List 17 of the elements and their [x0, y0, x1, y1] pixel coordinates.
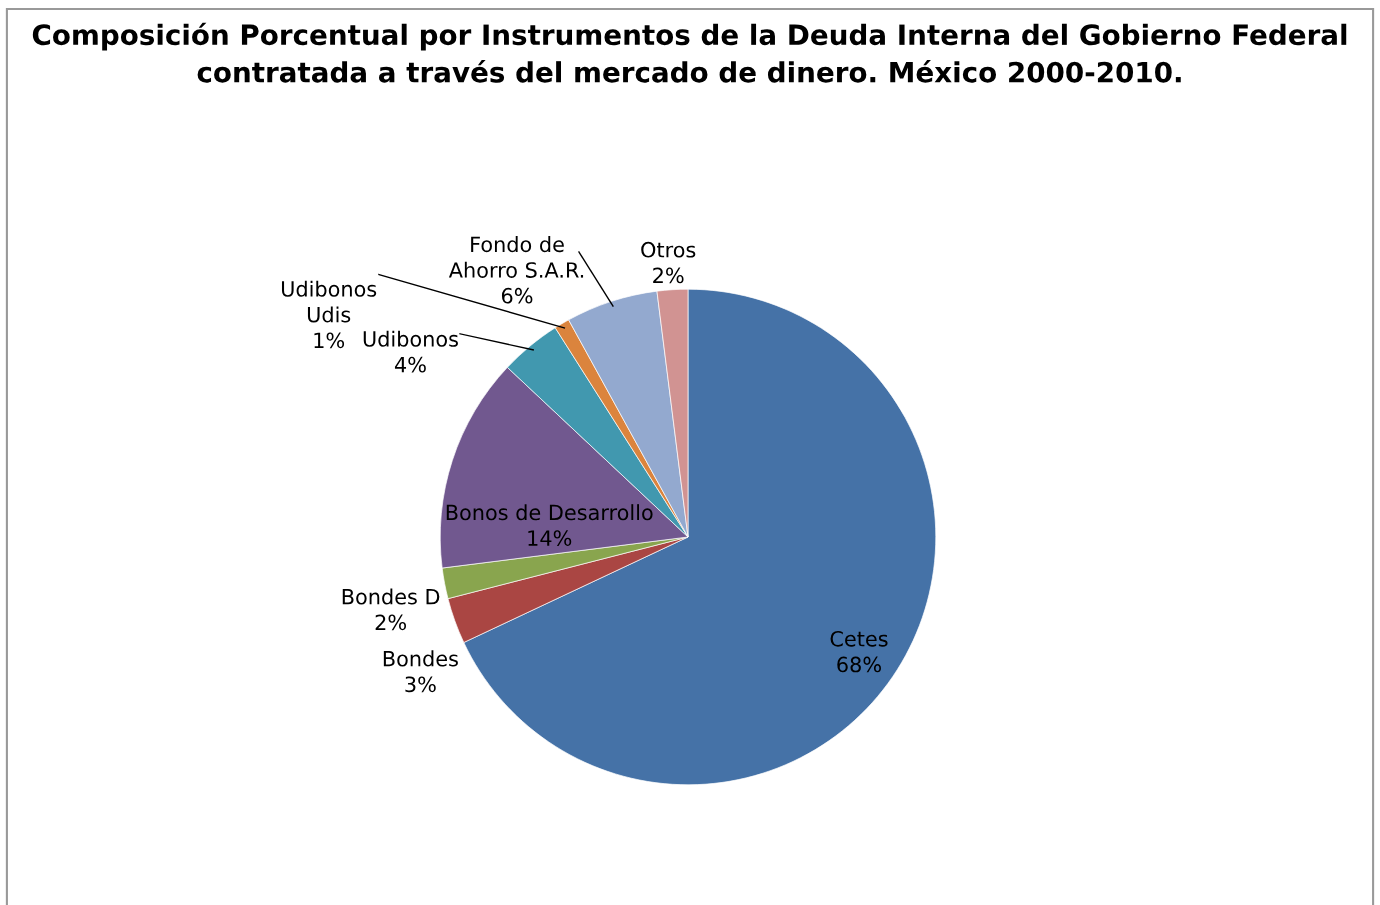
chart-title: Composición Porcentual por Instrumentos de la Deuda Interna del Gobierno Federal contratada a través del mercado de dinero. México 2000-2010. [32, 22, 1347, 83]
slice-label: Bondes [383, 650, 458, 667]
slice-label: Udibonos Udis [281, 280, 377, 323]
data-label: 4% [394, 356, 426, 373]
slice-label: Bonos de Desarrollo [446, 504, 653, 521]
slice-label: Bondes D [342, 588, 440, 605]
slice-label: Udibonos [363, 330, 458, 347]
data-label: 6% [501, 287, 533, 304]
slice-label: Otros [641, 241, 696, 258]
data-label: 3% [405, 676, 436, 693]
data-label: 14% [528, 530, 572, 546]
slice-label: Cetes [830, 630, 888, 647]
data-label: 68% [837, 656, 881, 673]
data-label: 1% [314, 332, 345, 349]
data-label: 2% [375, 614, 407, 631]
slice-label: Fondo de Ahorro S.A.R. [448, 236, 584, 278]
data-label: 2% [653, 267, 684, 284]
